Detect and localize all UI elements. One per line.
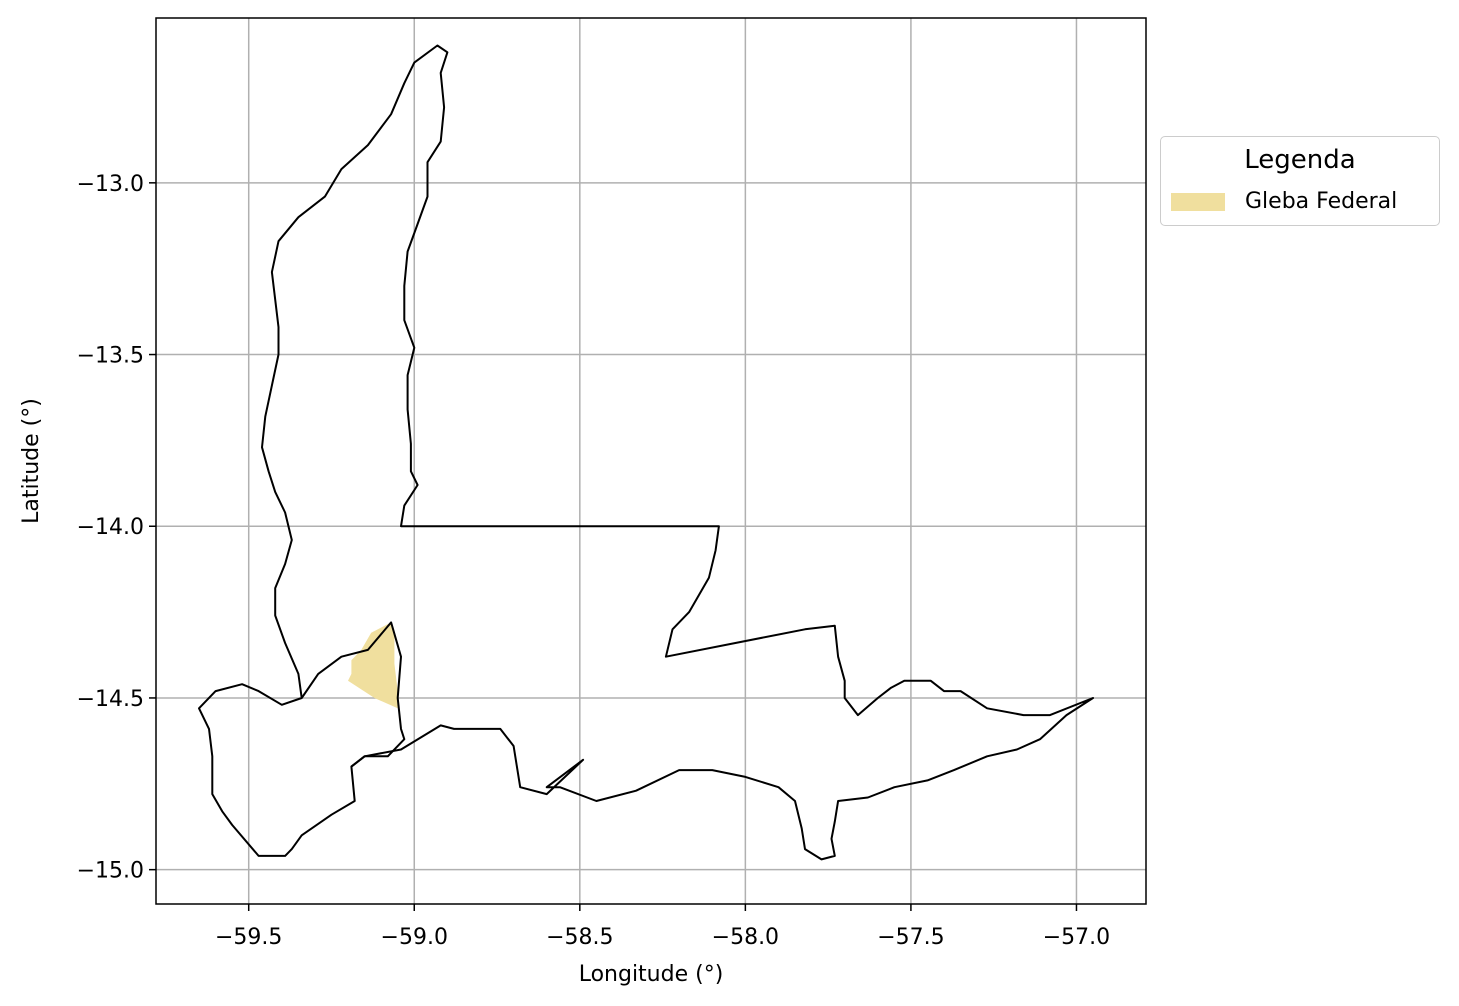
legend: Legenda Gleba Federal [1160,136,1440,226]
y-tick-label: −13.0 [77,172,144,197]
x-axis-title: Longitude (°) [579,962,724,987]
x-tick-label: −57.5 [877,925,944,950]
y-tick-label: −14.0 [77,515,144,540]
gleba-federal-area [348,622,398,709]
axis-ticks: −59.5 −59.0 −58.5 −58.0 −57.5 −57.0 −13.0 −13.5… [77,172,1111,950]
y-tick-label: −13.5 [77,344,144,369]
y-axis-title: Latitude (°) [19,398,44,524]
legend-label-gleba-federal: Gleba Federal [1245,189,1398,214]
grid-lines [156,18,1146,904]
x-tick-label: −59.5 [215,925,282,950]
map-layer [198,44,1094,861]
x-tick-label: −58.5 [546,925,613,950]
boundary-inner-line [300,621,406,768]
x-tick-label: −57.0 [1043,925,1110,950]
y-tick-label: −14.5 [77,687,144,712]
y-tick-label: −15.0 [77,859,144,884]
x-tick-label: −58.0 [712,925,779,950]
municipality-boundary [198,44,1094,861]
legend-title: Legenda [1244,145,1356,175]
axes-frame [155,17,1147,905]
legend-swatch-gleba-federal [1171,193,1225,211]
x-tick-label: −59.0 [381,925,448,950]
